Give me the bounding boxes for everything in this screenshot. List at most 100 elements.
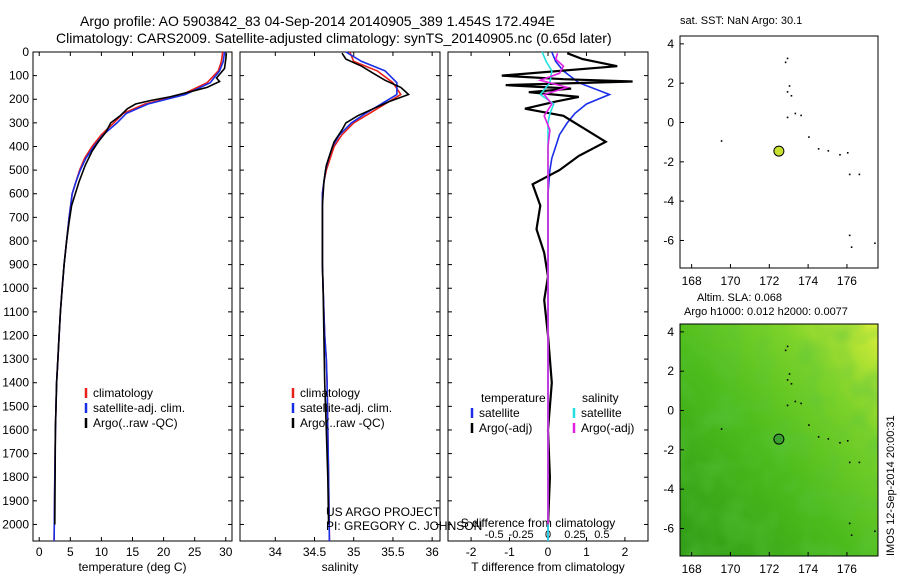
temperature-xlabel: temperature (deg C): [78, 560, 186, 574]
depth-tick-label: 1800: [2, 470, 29, 484]
island-point: [794, 400, 797, 403]
difference-legend-label: Argo(-adj): [479, 421, 532, 435]
salinity-xtick-label: 34.5: [303, 545, 327, 559]
temperature-series-line: [54, 53, 228, 525]
island-point: [850, 246, 853, 248]
sla_map-frame: [679, 323, 879, 557]
sst_map-ytick-label: 4: [667, 37, 674, 51]
salinity-series-line: [321, 51, 398, 542]
temperature-xtick-label: 30: [219, 545, 233, 559]
depth-tick-label: 500: [9, 163, 29, 177]
salinity-xtick-label: 34: [269, 545, 283, 559]
island-point: [808, 424, 810, 426]
sla-map-title-line1: Altim. SLA: 0.068: [697, 292, 782, 304]
credit-pi: PI: GREGORY C. JOHNSON: [326, 519, 482, 533]
sla_map-ytick-label: 4: [667, 325, 674, 339]
sla_map-ytick-label: -4: [663, 482, 674, 496]
island-point: [784, 349, 787, 352]
difference-top-tick-label: 0.5: [594, 529, 609, 541]
depth-tick-label: 100: [9, 69, 29, 83]
temperature-legend-label: Argo(..raw -QC): [93, 416, 178, 430]
sla_map-xtick-label: 170: [720, 562, 740, 576]
island-point: [858, 173, 861, 176]
sla_map-ytick-label: -2: [663, 443, 674, 457]
depth-tick-label: 200: [9, 92, 29, 106]
credit-project: US ARGO PROJECT: [326, 505, 441, 519]
depth-tick-label: 1400: [2, 376, 29, 390]
island-point: [800, 114, 802, 117]
temperature-xtick-label: 25: [188, 545, 202, 559]
island-point: [786, 57, 789, 60]
island-point: [800, 402, 802, 405]
island-point: [827, 150, 830, 152]
difference-xlabel: T difference from climatology: [471, 560, 625, 574]
island-point: [839, 441, 841, 444]
sst_map-xtick-label: 168: [682, 274, 702, 288]
island-point: [850, 534, 853, 536]
island-point: [720, 140, 723, 142]
sst_map-ytick-label: -4: [663, 194, 674, 208]
island-point: [788, 85, 791, 87]
depth-tick-label: 0: [22, 45, 29, 59]
island-point: [874, 530, 876, 533]
depth-tick-label: 1700: [2, 447, 29, 461]
island-point: [846, 152, 849, 154]
depth-tick-label: 400: [9, 139, 29, 153]
depth-tick-label: 1300: [2, 352, 29, 366]
depth-tick-label: 1600: [2, 423, 29, 437]
island-point: [827, 438, 830, 440]
island-point: [786, 379, 789, 381]
difference-series-line: [539, 51, 555, 541]
sst-map-title: sat. SST: NaN Argo: 30.1: [680, 15, 802, 27]
difference-top-tick-label: 0.25: [564, 529, 585, 541]
sst_map-xtick-label: 176: [837, 274, 857, 288]
island-point: [846, 440, 849, 442]
difference-xtick-label: 0: [545, 545, 552, 559]
difference-legend-title-temperature: temperature: [481, 391, 546, 405]
temperature-series-line: [53, 51, 224, 542]
depth-tick-label: 1100: [3, 305, 29, 319]
salinity-panel-frame: [239, 51, 441, 542]
difference-legend-label: Argo(-adj): [581, 421, 634, 435]
difference-legend-label: satellite: [479, 406, 520, 420]
island-point: [848, 461, 851, 464]
island-point: [790, 94, 793, 97]
island-point: [788, 373, 791, 375]
salinity-legend-label: climatology: [300, 386, 360, 400]
difference-legend-label: satellite: [581, 406, 622, 420]
depth-tick-label: 700: [9, 210, 29, 224]
sla_map-ytick-label: 2: [667, 364, 674, 378]
island-point: [839, 153, 841, 156]
sla_map-xtick-label: 176: [837, 562, 857, 576]
temperature-legend-label: satellite-adj. clim.: [93, 401, 185, 415]
island-point: [794, 112, 797, 115]
difference-top-tick-label: -0.25: [509, 529, 534, 541]
sst_map-ytick-label: -2: [663, 155, 674, 169]
temperature-xtick-label: 0: [36, 545, 43, 559]
difference-top-xlabel: S difference from climatology: [461, 516, 616, 530]
temperature-xtick-label: 20: [157, 545, 171, 559]
island-point: [848, 173, 851, 176]
salinity-series-line: [321, 52, 411, 525]
depth-tick-label: 900: [9, 258, 29, 272]
temperature-xtick-label: 5: [67, 545, 74, 559]
sla-map-title-line2: Argo h1000: 0.012 h2000: 0.0077: [684, 306, 848, 318]
depth-tick-label: 2000: [2, 517, 29, 531]
island-point: [790, 382, 793, 385]
sla_map-xtick-label: 174: [798, 562, 818, 576]
island-point: [784, 61, 787, 64]
difference-xtick-label: 2: [622, 545, 629, 559]
difference-series-line: [501, 52, 633, 525]
sla_map-ytick-label: 0: [667, 404, 674, 418]
difference-xtick-label: -2: [466, 545, 477, 559]
salinity-legend-label: Argo(..raw -QC): [300, 416, 385, 430]
salinity-xtick-label: 36: [425, 545, 439, 559]
difference-legend-title-salinity: salinity: [582, 391, 619, 405]
salinity-xlabel: salinity: [322, 560, 359, 574]
island-point: [858, 461, 861, 464]
sst_map-ytick-label: -6: [663, 233, 674, 247]
difference-xtick-label: 1: [583, 545, 590, 559]
island-point: [848, 234, 851, 237]
island-point: [808, 136, 810, 138]
sla_map-xtick-label: 168: [682, 562, 702, 576]
